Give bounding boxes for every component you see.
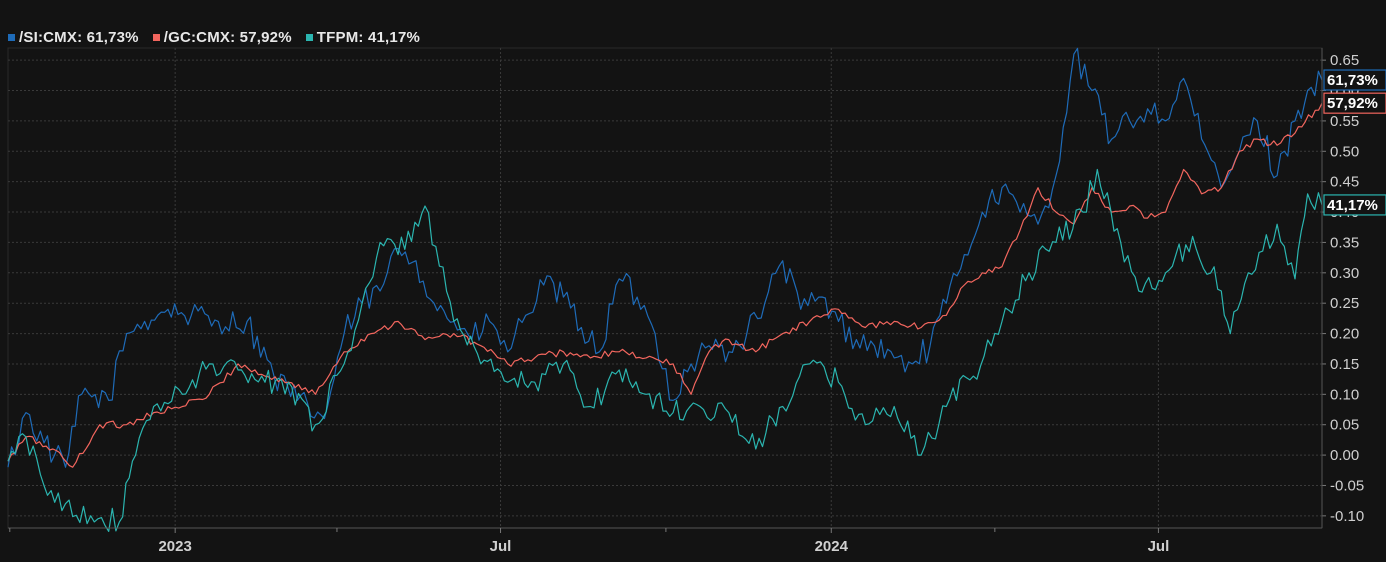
- y-tick-label: 0.50: [1330, 143, 1359, 160]
- last-value-text: 41,17%: [1327, 197, 1378, 214]
- x-tick-label: Jul: [490, 538, 512, 555]
- last-value-text: 61,73%: [1327, 72, 1378, 89]
- series-lines: [7, 47, 1323, 532]
- legend-label-gc: /GC:CMX: 57,92%: [163, 28, 292, 46]
- y-tick-label: 0.55: [1330, 113, 1359, 130]
- x-tick-label: 2023: [158, 538, 191, 555]
- y-tick-label: 0.00: [1330, 447, 1359, 464]
- x-tick-label: Jul: [1148, 538, 1170, 555]
- y-tick-label: 0.35: [1330, 234, 1359, 251]
- y-tick-label: 0.45: [1330, 174, 1359, 191]
- legend-label-tfpm: TFPM: 41,17%: [316, 28, 421, 46]
- legend: /SI:CMX: 61,73% /GC:CMX: 57,92% TFPM: 41…: [8, 27, 420, 47]
- y-tick-label: 0.15: [1330, 356, 1359, 373]
- y-tick-label: 0.05: [1330, 417, 1359, 434]
- y-tick-label: 0.20: [1330, 326, 1359, 343]
- y-tick-label: -0.05: [1330, 477, 1364, 494]
- y-tick-label: 0.25: [1330, 295, 1359, 312]
- legend-swatch-tfpm: [305, 33, 313, 41]
- last-value-tag: 57,92%: [1323, 92, 1386, 114]
- last-value-box: [1323, 92, 1386, 114]
- series-line--si-cmx: [7, 47, 1323, 468]
- y-tick-label: 0.30: [1330, 265, 1359, 282]
- legend-swatch-si: [8, 33, 15, 41]
- last-value-tag: 61,73%: [1323, 69, 1386, 91]
- last-value-box: [1323, 194, 1386, 216]
- y-tick-label: 0.65: [1330, 52, 1359, 69]
- legend-swatch-gc: [152, 33, 160, 41]
- legend-item-gc[interactable]: /GC:CMX: 57,92%: [152, 28, 292, 46]
- plot-frame: [7, 47, 1323, 529]
- series-line-tfpm: [7, 168, 1323, 532]
- last-value-tag: 41,17%: [1323, 194, 1386, 216]
- legend-label-si: /SI:CMX: 61,73%: [19, 28, 139, 46]
- legend-item-tfpm[interactable]: TFPM: 41,17%: [305, 28, 421, 46]
- legend-item-si[interactable]: /SI:CMX: 61,73%: [8, 29, 139, 46]
- axes: -0.10 -0.05 0.00 0.05 0.10 0.15 0.20 0.25 0.30 0.…: [8, 48, 1364, 555]
- x-tick-label: 2024: [815, 538, 849, 555]
- last-value-labels: 61,73% 57,92% 41,17%: [1323, 69, 1386, 216]
- series-line--gc-cmx: [7, 102, 1323, 468]
- grid-lines: [7, 47, 1323, 529]
- y-tick-label: 0.10: [1330, 386, 1359, 403]
- last-value-box: [1323, 69, 1386, 91]
- y-tick-label: -0.10: [1330, 508, 1364, 525]
- last-value-text: 57,92%: [1327, 95, 1378, 112]
